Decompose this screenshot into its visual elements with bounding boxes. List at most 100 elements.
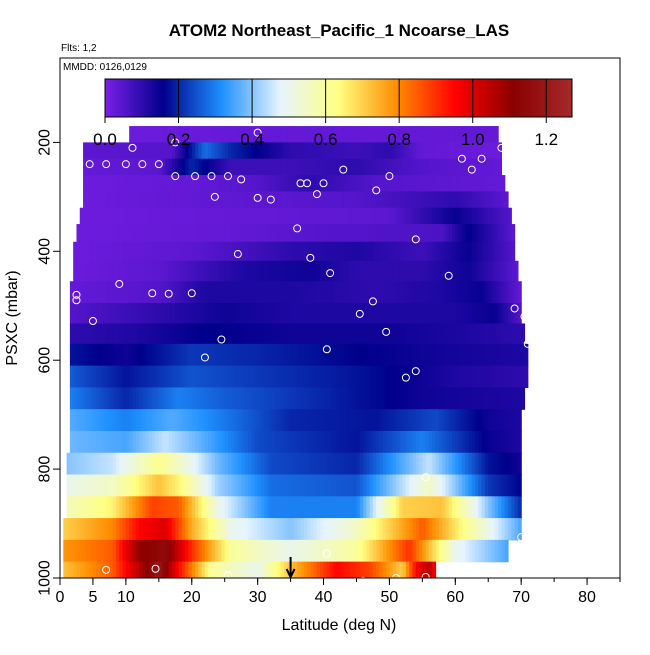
heatmap-cell bbox=[461, 303, 466, 325]
heatmap-cell bbox=[491, 474, 496, 497]
heatmap-cell bbox=[83, 224, 87, 243]
heatmap-cell bbox=[99, 158, 104, 176]
heatmap-cell bbox=[168, 539, 173, 563]
heatmap-cell bbox=[69, 518, 74, 541]
heatmap-cell bbox=[168, 241, 173, 262]
heatmap-cell bbox=[257, 343, 262, 367]
heatmap-cell bbox=[307, 518, 311, 541]
heatmap-cell bbox=[484, 323, 489, 345]
heatmap-cell bbox=[109, 409, 114, 432]
heatmap-cell bbox=[125, 303, 130, 325]
heatmap-cell bbox=[508, 303, 512, 325]
heatmap-cell bbox=[69, 409, 74, 432]
heatmap-cell bbox=[119, 260, 124, 282]
heatmap-cell bbox=[448, 518, 453, 541]
chart-title: ATOM2 Northeast_Pacific_1 Ncoarse_LAS bbox=[169, 21, 509, 40]
heatmap-cell bbox=[69, 387, 74, 410]
heatmap-cell bbox=[145, 561, 150, 578]
heatmap-cell bbox=[211, 126, 216, 143]
heatmap-cell bbox=[241, 158, 246, 176]
heatmap-cell bbox=[320, 365, 325, 389]
colorbar-tick-label: 0.4 bbox=[240, 130, 264, 149]
heatmap-cell bbox=[109, 365, 114, 389]
heatmap-cell bbox=[445, 518, 450, 541]
heatmap-cell bbox=[158, 323, 163, 345]
heatmap-cell bbox=[251, 430, 255, 454]
heatmap-cell bbox=[508, 452, 512, 476]
sample-point bbox=[382, 327, 391, 336]
heatmap-cell bbox=[422, 191, 427, 209]
heatmap-cell bbox=[264, 518, 269, 541]
heatmap-cell bbox=[425, 430, 430, 454]
heatmap-cell bbox=[132, 365, 137, 389]
heatmap-cell bbox=[452, 241, 456, 262]
heatmap-cell bbox=[412, 409, 417, 432]
heatmap-cell bbox=[488, 430, 493, 454]
heatmap-cell bbox=[396, 387, 400, 410]
heatmap-cell bbox=[264, 175, 269, 193]
heatmap-cell bbox=[442, 207, 447, 225]
heatmap-cell bbox=[422, 452, 427, 476]
heatmap-cell bbox=[514, 474, 519, 497]
heatmap-cell bbox=[340, 323, 344, 345]
heatmap-cell bbox=[287, 365, 292, 389]
heatmap-cell bbox=[96, 158, 101, 176]
heatmap-cell bbox=[106, 281, 111, 304]
heatmap-cell bbox=[218, 323, 223, 345]
heatmap-cell bbox=[316, 387, 321, 410]
heatmap-cell bbox=[277, 365, 282, 389]
heatmap-cell bbox=[148, 561, 153, 578]
heatmap-cell bbox=[112, 207, 117, 225]
heatmap-cell bbox=[333, 207, 338, 225]
heatmap-cell bbox=[214, 430, 219, 454]
heatmap-cell bbox=[372, 207, 377, 225]
heatmap-cell bbox=[478, 365, 483, 389]
sample-point bbox=[138, 160, 147, 169]
heatmap-cell bbox=[346, 365, 351, 389]
heatmap-cell bbox=[481, 142, 486, 160]
heatmap-cell bbox=[66, 496, 71, 519]
heatmap-cell bbox=[228, 241, 232, 262]
heatmap-cell bbox=[412, 387, 417, 410]
heatmap-cell bbox=[125, 496, 130, 519]
heatmap-cell bbox=[158, 430, 163, 454]
heatmap-cell bbox=[228, 409, 232, 432]
heatmap-cell bbox=[132, 303, 137, 325]
heatmap-cell bbox=[461, 126, 466, 143]
heatmap-cell bbox=[494, 518, 499, 541]
heatmap-cell bbox=[270, 561, 275, 578]
heatmap-cell bbox=[221, 126, 226, 143]
heatmap-cell bbox=[237, 207, 242, 225]
heatmap-cell bbox=[297, 126, 302, 143]
heatmap-cell bbox=[303, 561, 308, 578]
heatmap-cell bbox=[293, 191, 298, 209]
heatmap-cell bbox=[73, 496, 78, 519]
heatmap-cell bbox=[326, 303, 331, 325]
heatmap-cell bbox=[455, 142, 460, 160]
heatmap-cell bbox=[445, 409, 450, 432]
heatmap-cell bbox=[152, 281, 157, 304]
heatmap-cell bbox=[218, 343, 223, 367]
heatmap-cell bbox=[267, 260, 272, 282]
heatmap-cell bbox=[251, 387, 255, 410]
heatmap-cell bbox=[277, 409, 282, 432]
heatmap-cell bbox=[323, 518, 328, 541]
heatmap-cell bbox=[208, 430, 213, 454]
heatmap-cell bbox=[224, 260, 229, 282]
heatmap-cell bbox=[158, 343, 163, 367]
heatmap-cell bbox=[267, 430, 272, 454]
heatmap-cell bbox=[461, 474, 466, 497]
heatmap-cell bbox=[79, 539, 84, 563]
heatmap-cell bbox=[139, 191, 143, 209]
heatmap-cell bbox=[234, 126, 239, 143]
heatmap-cell bbox=[251, 323, 255, 345]
heatmap-cell bbox=[336, 430, 341, 454]
heatmap-cell bbox=[89, 303, 94, 325]
heatmap-cell bbox=[402, 142, 407, 160]
heatmap-cell bbox=[132, 387, 137, 410]
heatmap-cell bbox=[412, 281, 417, 304]
heatmap-cell bbox=[343, 452, 348, 476]
heatmap-cell bbox=[224, 561, 229, 578]
heatmap-cell bbox=[484, 126, 489, 143]
heatmap-cell bbox=[442, 452, 447, 476]
